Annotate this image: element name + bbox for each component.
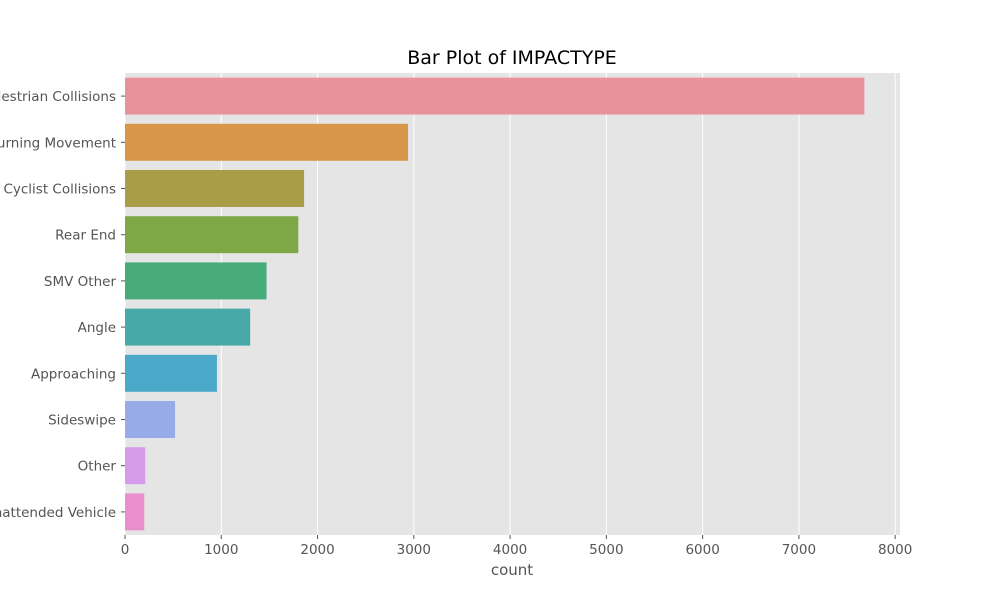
x-tick-label: 6000 (685, 542, 719, 558)
y-tick-label: SMV Other (44, 274, 117, 290)
bar-sideswipe (125, 401, 176, 438)
chart-title: Bar Plot of IMPACTYPE (407, 47, 617, 69)
x-tick-label: 5000 (589, 542, 623, 558)
bar-turning-movement (125, 123, 409, 161)
y-tick-label: Approaching (31, 366, 116, 382)
bar-angle (125, 308, 251, 346)
x-tick-label: 4000 (493, 542, 527, 558)
x-tick-label: 2000 (300, 542, 334, 558)
bar-cyclist-collisions (125, 170, 305, 207)
y-tick-label: Cyclist Collisions (3, 182, 116, 198)
y-tick-label: Angle (78, 320, 116, 336)
y-axis-ticks: Pedestrian Collisions Turning Movement Cyc… (0, 89, 125, 521)
x-tick-label: 7000 (782, 542, 816, 558)
x-tick-label: 0 (121, 542, 130, 558)
y-tick-label: Pedestrian Collisions (0, 89, 116, 105)
y-tick-label: SMV Unattended Vehicle (0, 505, 116, 521)
y-tick-label: Turning Movement (0, 135, 116, 151)
x-axis-ticks: 0 1000 2000 3000 4000 5000 6000 7000 8000 (121, 535, 912, 558)
bar-smv-other (125, 262, 267, 300)
x-axis-label: count (491, 561, 533, 579)
bar-pedestrian-collisions (125, 77, 865, 115)
y-tick-label: Sideswipe (48, 413, 116, 429)
y-tick-label: Rear End (55, 228, 116, 244)
bar-approaching (125, 354, 217, 392)
y-tick-label: Other (78, 459, 117, 475)
bar-smv-unattended-vehicle (125, 493, 145, 531)
x-tick-label: 8000 (878, 542, 912, 558)
x-tick-label: 3000 (397, 542, 431, 558)
bars (125, 77, 865, 531)
x-tick-label: 1000 (204, 542, 238, 558)
bar-other (125, 447, 146, 485)
bar-rear-end (125, 216, 299, 254)
